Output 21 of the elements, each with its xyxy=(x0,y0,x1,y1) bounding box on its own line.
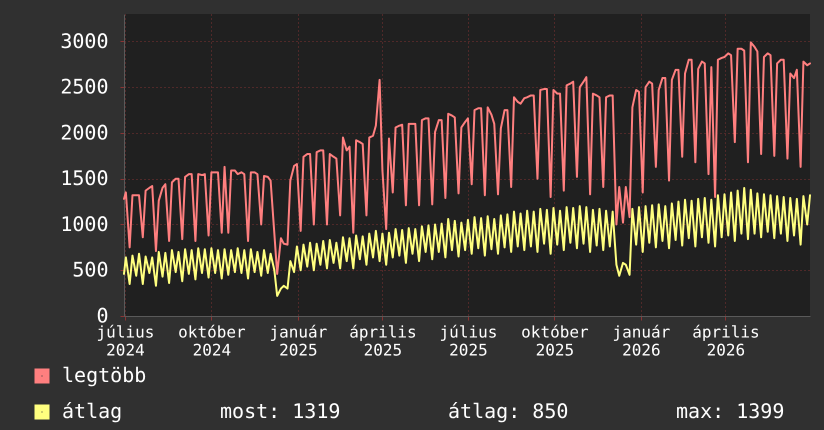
x-tick-label: október 2025 xyxy=(521,322,589,360)
y-tick-label: 1000 xyxy=(60,212,108,236)
y-tick-label: 2500 xyxy=(60,74,108,99)
x-tick-label: január 2025 xyxy=(269,322,328,360)
x-tick-label: április 2025 xyxy=(349,322,417,360)
x-tick-label: július 2024 xyxy=(96,322,154,360)
text: most: 1319 xyxy=(220,399,340,423)
text: átlag: 850 xyxy=(448,399,568,423)
x-tick-label: április 2026 xyxy=(692,322,760,360)
line-series xyxy=(123,186,811,297)
text: max: 1399 xyxy=(676,399,784,423)
y-tick-label: 500 xyxy=(72,258,108,282)
x-tick-label: október 2024 xyxy=(178,322,246,360)
y-tick-label: 1500 xyxy=(60,166,108,190)
x-tick-label: július 2025 xyxy=(440,322,498,360)
legend-label: legtöbb xyxy=(62,363,146,387)
x-tick-label: január 2026 xyxy=(612,322,671,360)
y-tick-label: 2000 xyxy=(60,120,108,144)
legend-label: átlag xyxy=(62,399,122,423)
y-tick-label: 3000 xyxy=(60,28,108,53)
line-series xyxy=(123,41,811,275)
